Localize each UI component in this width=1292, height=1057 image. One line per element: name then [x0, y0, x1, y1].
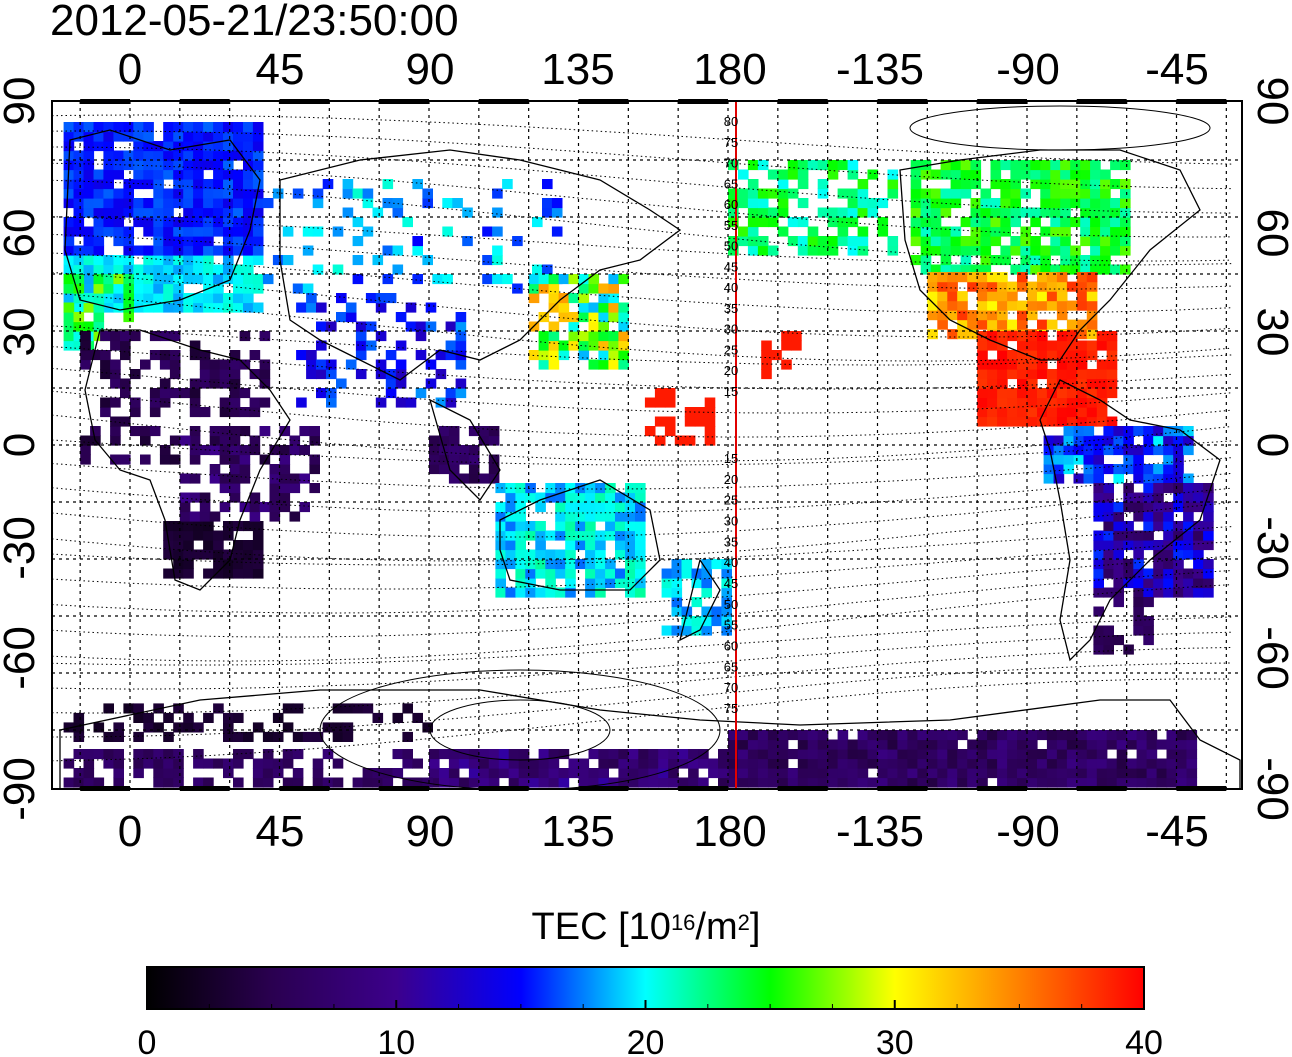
contour-label: 75 — [724, 135, 738, 150]
contour-label: 25 — [724, 343, 738, 358]
contour-label: 75 — [724, 701, 738, 716]
lon-tick-label-top: -45 — [1145, 45, 1209, 94]
lat-tick-label-left: 0 — [0, 433, 44, 457]
lon-tick-label-top: 90 — [406, 45, 455, 94]
coastline-layer — [59, 129, 1241, 789]
contour-label: 65 — [724, 176, 738, 191]
lat-tick-label-left: 90 — [0, 77, 44, 126]
contour-label: 30 — [724, 322, 738, 337]
contour-label: 60 — [724, 639, 738, 654]
lat-tick-label-right: -30 — [1248, 516, 1292, 580]
line-value-labels: 80 75 70 65 60 55 50 45 40 35 30 25 20 15 15 20 25 30 35 40… — [724, 114, 738, 716]
contour-lines — [52, 105, 1233, 789]
contour-label: 45 — [724, 259, 738, 274]
lon-axis-bottom: 0 45 90 135 180 -135 -90 -45 — [118, 807, 1209, 856]
lon-axis-top: 0 45 90 135 180 -135 -90 -45 — [118, 45, 1209, 94]
lat-tick-label-left: 30 — [0, 308, 44, 357]
lon-tick-label-bottom: -90 — [996, 807, 1060, 856]
contour-label: 60 — [724, 197, 738, 212]
lat-tick-label-left: -90 — [0, 757, 44, 821]
contour-label: 55 — [724, 618, 738, 633]
lat-tick-label-right: 60 — [1248, 209, 1292, 258]
lon-tick-label-top: 135 — [541, 45, 614, 94]
contour-label: 40 — [724, 280, 738, 295]
colorbar-title: TEC [1016/m2] — [531, 906, 761, 948]
contour-label: 55 — [724, 218, 738, 233]
lat-tick-label-right: -60 — [1248, 626, 1292, 690]
colorbar-tick-label: 20 — [627, 1024, 665, 1057]
lat-tick-label-right: 30 — [1248, 308, 1292, 357]
colorbar-tick-label: 30 — [876, 1024, 914, 1057]
contour-label: 25 — [724, 493, 738, 508]
lon-tick-label-top: 180 — [693, 45, 766, 94]
lat-tick-label-left: -60 — [0, 626, 44, 690]
contour-label: 40 — [724, 555, 738, 570]
contour-label: 20 — [724, 472, 738, 487]
lat-axis-left: 90 60 30 0 -30 -60 -90 — [0, 77, 44, 821]
contour-label: 65 — [724, 659, 738, 674]
lat-lon-grid — [52, 101, 1242, 789]
lon-tick-label-bottom: -135 — [836, 807, 924, 856]
lat-tick-label-left: -30 — [0, 516, 44, 580]
map-frame — [51, 100, 1243, 790]
lat-tick-label-left: 60 — [0, 209, 44, 258]
map-title: 2012-05-21/23:50:00 — [50, 0, 459, 45]
lon-tick-label-top: -90 — [996, 45, 1060, 94]
contour-label: 45 — [724, 576, 738, 591]
map-plot-area: 80 75 70 65 60 55 50 45 40 35 30 25 20 15 15 20 25 30 35 40… — [51, 99, 1243, 791]
contour-label: 50 — [724, 239, 738, 254]
lat-tick-label-right: -90 — [1248, 757, 1292, 821]
contour-label: 70 — [724, 680, 738, 695]
contour-label: 50 — [724, 597, 738, 612]
lon-tick-label-bottom: -45 — [1145, 807, 1209, 856]
contour-label: 35 — [724, 301, 738, 316]
lat-tick-label-right: 0 — [1248, 433, 1292, 457]
colorbar-tick-label: 0 — [138, 1024, 157, 1057]
lon-tick-label-bottom: 90 — [406, 807, 455, 856]
lon-tick-label-bottom: 45 — [256, 807, 305, 856]
lat-tick-label-right: 90 — [1248, 77, 1292, 126]
contour-label: 30 — [724, 514, 738, 529]
colorbar: 0 10 20 30 40 — [138, 966, 1163, 1057]
colorbar-tick-label: 10 — [377, 1024, 415, 1057]
contour-label: 15 — [724, 384, 738, 399]
lon-tick-label-top: 45 — [256, 45, 305, 94]
colorbar-ticks: 0 10 20 30 40 — [138, 1000, 1163, 1057]
lon-tick-label-top: -135 — [836, 45, 924, 94]
contour-label: 80 — [724, 114, 738, 129]
lon-tick-label-bottom: 180 — [693, 807, 766, 856]
contour-label: 15 — [724, 451, 738, 466]
lon-tick-label-top: 0 — [118, 45, 142, 94]
contour-label: 20 — [724, 363, 738, 378]
frame-ticks — [80, 99, 1227, 791]
contour-label: 35 — [724, 534, 738, 549]
tec-data-layer — [63, 122, 1214, 788]
colorbar-tick-label: 40 — [1125, 1024, 1163, 1057]
lon-tick-label-bottom: 135 — [541, 807, 614, 856]
lat-axis-right: 90 60 30 0 -30 -60 -90 — [1248, 77, 1292, 821]
lon-tick-label-bottom: 0 — [118, 807, 142, 856]
contour-label: 70 — [724, 156, 738, 171]
